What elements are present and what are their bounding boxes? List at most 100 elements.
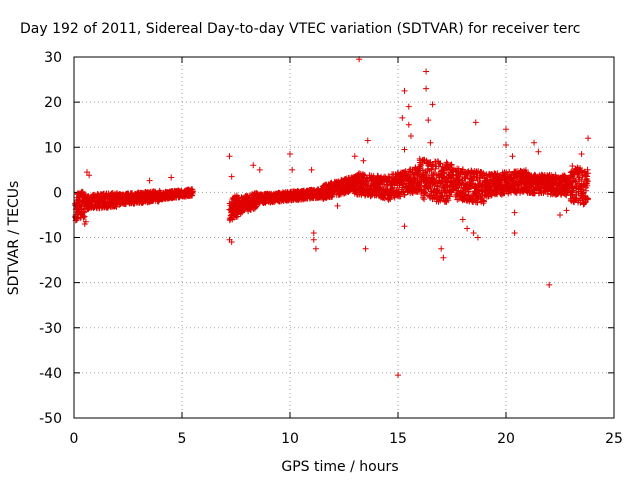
axis-ticks: 0 5 10 15 20 25 -50 -40 -30 -20 -10 0 10 20 30 <box>39 50 623 447</box>
data-point <box>576 174 583 181</box>
data-point <box>253 203 260 210</box>
data-point <box>228 173 235 180</box>
data-point <box>459 216 466 223</box>
data-point <box>397 193 404 200</box>
data-point <box>437 160 444 167</box>
data-point <box>81 213 88 220</box>
y-tick-label: 30 <box>44 50 62 66</box>
data-point <box>432 165 439 172</box>
data-point <box>443 159 450 166</box>
data-point <box>583 187 590 194</box>
data-point <box>557 211 563 218</box>
data-point <box>429 161 436 168</box>
data-point <box>287 151 293 158</box>
data-point <box>428 166 435 173</box>
data-point <box>456 174 463 181</box>
data-point <box>256 166 263 173</box>
data-point <box>546 281 553 288</box>
data-point <box>465 188 472 195</box>
data-point <box>430 171 437 178</box>
data-point <box>239 208 246 215</box>
data-point <box>86 172 93 179</box>
data-point <box>422 189 429 196</box>
y-tick-label: -40 <box>39 366 62 382</box>
data-point <box>312 245 319 252</box>
data-point <box>405 121 412 128</box>
data-point <box>474 234 481 241</box>
data-point <box>503 169 510 176</box>
chart-title: Day 192 of 2011, Sidereal Day-to-day VTE… <box>20 21 580 37</box>
data-point <box>146 177 153 184</box>
data-point <box>289 166 296 173</box>
y-tick-label: 10 <box>44 140 62 156</box>
data-point <box>584 178 591 185</box>
data-point <box>360 157 367 164</box>
data-point <box>363 179 370 186</box>
data-point <box>569 163 576 170</box>
data-point <box>438 245 445 252</box>
data-point <box>434 183 441 190</box>
data-point <box>578 151 585 158</box>
data-point <box>423 190 430 197</box>
plot-frame <box>73 56 615 419</box>
data-points <box>72 56 592 379</box>
data-point <box>399 114 406 121</box>
data-point <box>563 207 570 214</box>
data-point <box>584 195 591 202</box>
data-point <box>226 153 233 160</box>
data-point <box>310 229 317 236</box>
data-point <box>250 162 257 169</box>
y-tick-label: -30 <box>39 321 62 337</box>
x-tick-label: 5 <box>178 431 187 447</box>
data-point <box>419 174 426 181</box>
data-point <box>511 229 518 236</box>
data-point <box>531 139 538 146</box>
data-point <box>464 225 471 232</box>
data-point <box>503 141 509 148</box>
y-tick-label: 0 <box>53 185 62 201</box>
data-point <box>364 137 371 144</box>
data-point <box>472 119 479 126</box>
data-point <box>509 153 516 160</box>
data-point <box>82 218 89 225</box>
data-point <box>584 166 591 173</box>
data-point <box>445 197 452 204</box>
data-point <box>430 162 437 169</box>
data-point <box>440 254 447 261</box>
data-point <box>228 239 235 246</box>
y-tick-label: -20 <box>39 276 62 292</box>
data-point <box>336 191 343 198</box>
data-point <box>572 178 579 185</box>
x-tick-label: 20 <box>497 431 515 447</box>
data-point <box>535 148 542 155</box>
data-point <box>112 203 119 210</box>
y-tick-label: 20 <box>44 95 62 111</box>
data-point <box>522 167 529 174</box>
data-point <box>585 170 592 177</box>
data-point <box>480 198 487 205</box>
x-tick-label: 25 <box>605 431 623 447</box>
data-point <box>334 202 341 209</box>
data-point <box>401 223 408 230</box>
y-tick-label: -50 <box>39 411 62 427</box>
x-tick-label: 10 <box>281 431 299 447</box>
data-point <box>80 214 87 221</box>
data-point <box>168 174 175 181</box>
data-point <box>423 68 430 75</box>
data-point <box>310 236 317 243</box>
y-axis-label: SDTVAR / TECUs <box>6 181 22 296</box>
data-point <box>385 173 392 180</box>
data-point <box>470 229 477 236</box>
data-point <box>401 191 408 198</box>
data-point <box>511 209 518 216</box>
data-point <box>418 162 425 169</box>
grid <box>74 57 614 418</box>
data-point <box>425 117 432 124</box>
data-point <box>407 132 414 139</box>
data-point <box>73 216 80 223</box>
data-point <box>427 139 434 146</box>
data-point <box>83 169 90 176</box>
data-point <box>429 101 436 108</box>
x-tick-label: 15 <box>389 431 407 447</box>
